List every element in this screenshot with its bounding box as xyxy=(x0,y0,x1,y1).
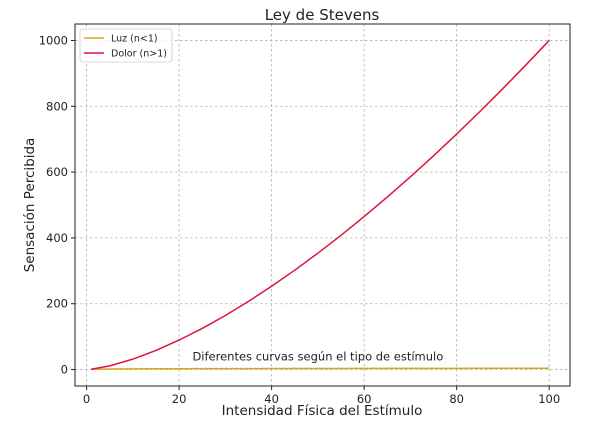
annotation-text: Diferentes curvas según el tipo de estím… xyxy=(192,350,443,364)
y-tick-label: 0 xyxy=(61,363,68,377)
annotations: Diferentes curvas según el tipo de estím… xyxy=(192,350,443,364)
y-tick-label: 1000 xyxy=(39,33,68,47)
x-axis-label: Intensidad Física del Estímulo xyxy=(222,403,423,419)
plot-lines xyxy=(91,39,550,370)
x-tick-label: 100 xyxy=(538,392,560,406)
x-tick-label: 20 xyxy=(172,392,187,406)
x-tick-label: 80 xyxy=(449,392,464,406)
x-tick-label: 40 xyxy=(264,392,279,406)
x-tick-label: 0 xyxy=(83,392,90,406)
y-tick-label: 800 xyxy=(46,99,68,113)
plot-frame xyxy=(74,23,571,387)
legend: Luz (n<1) Dolor (n>1) xyxy=(79,28,173,63)
series-line-1 xyxy=(91,39,550,370)
y-tick-label: 200 xyxy=(46,297,68,311)
x-tick-label: 60 xyxy=(357,392,372,406)
chart-title: Ley de Stevens xyxy=(265,6,380,24)
legend-label: Dolor (n>1) xyxy=(111,49,167,60)
series-line-0 xyxy=(91,367,550,370)
legend-label: Luz (n<1) xyxy=(111,34,158,45)
y-axis-label: Sensación Percibida xyxy=(22,138,38,273)
grid xyxy=(75,24,570,386)
y-tick-label: 600 xyxy=(46,165,68,179)
y-tick-label: 400 xyxy=(46,231,68,245)
